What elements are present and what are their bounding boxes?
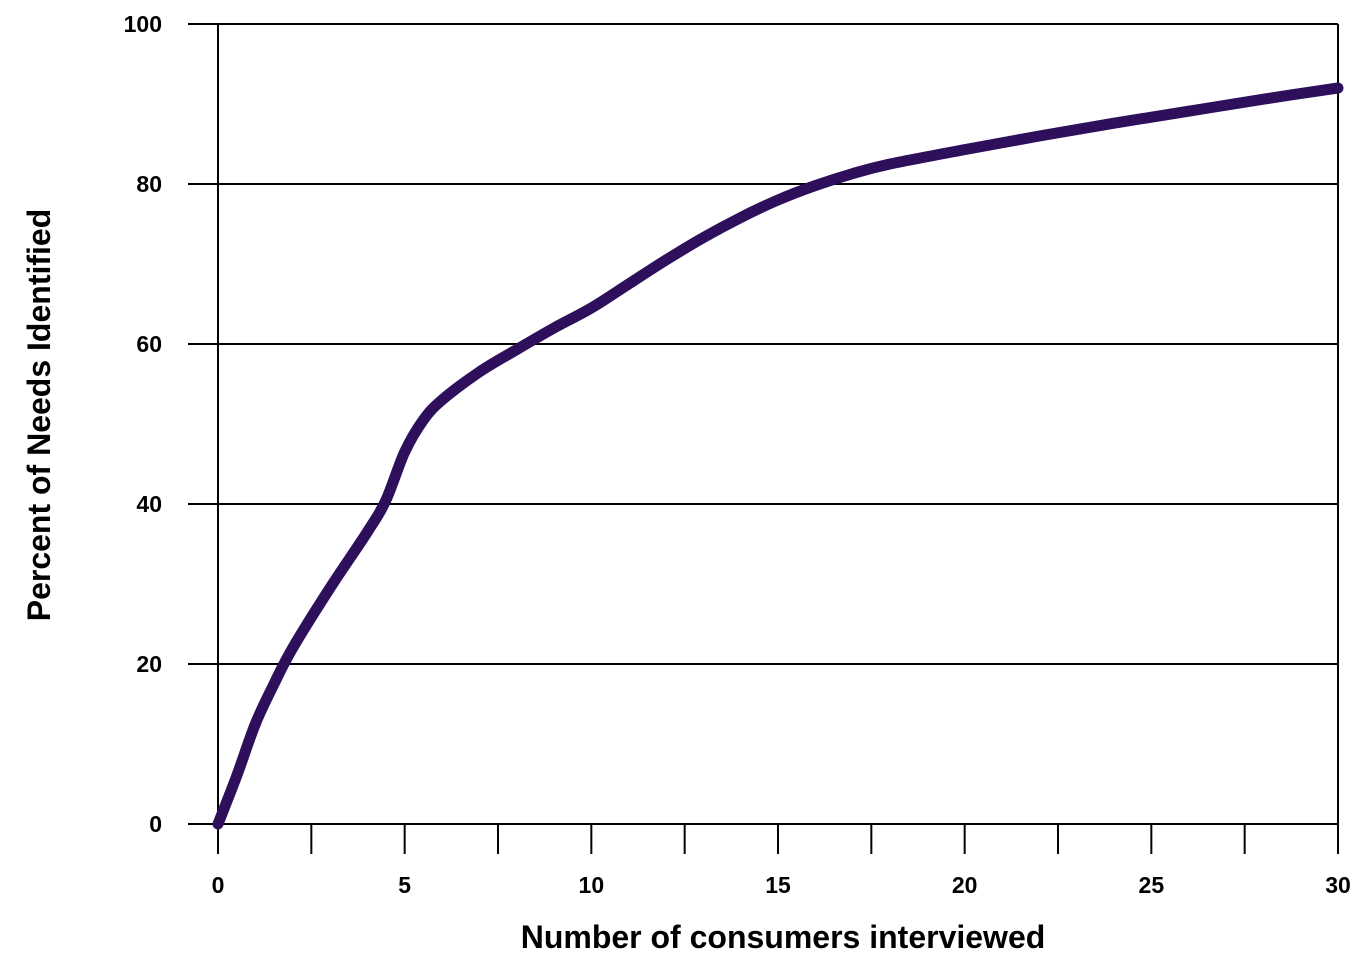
series-line-0: [212, 82, 1344, 830]
x-tick-label-15: 15: [765, 872, 791, 898]
y-tick-label-0: 0: [149, 811, 162, 837]
y-tick-label-40: 40: [136, 491, 162, 517]
x-tick-label-0: 0: [212, 872, 225, 898]
y-axis-title: Percent of Needs Identified: [21, 209, 57, 622]
x-tick-label-20: 20: [952, 872, 978, 898]
axes: [188, 23, 1339, 854]
x-tick-label-10: 10: [579, 872, 605, 898]
y-tick-label-60: 60: [136, 331, 162, 357]
y-tick-label-100: 100: [124, 11, 162, 37]
y-tick-label-80: 80: [136, 171, 162, 197]
x-tick-label-5: 5: [398, 872, 411, 898]
gridlines: [218, 23, 1338, 665]
series-layer: [212, 82, 1344, 830]
y-tick-label-20: 20: [136, 651, 162, 677]
x-tick-label-25: 25: [1139, 872, 1165, 898]
tick-labels: 0 20 40 60 80 100 0 5 10 15 20 25 30: [124, 11, 1351, 898]
x-tick-label-30: 30: [1325, 872, 1351, 898]
x-axis-title: Number of consumers interviewed: [521, 919, 1046, 955]
